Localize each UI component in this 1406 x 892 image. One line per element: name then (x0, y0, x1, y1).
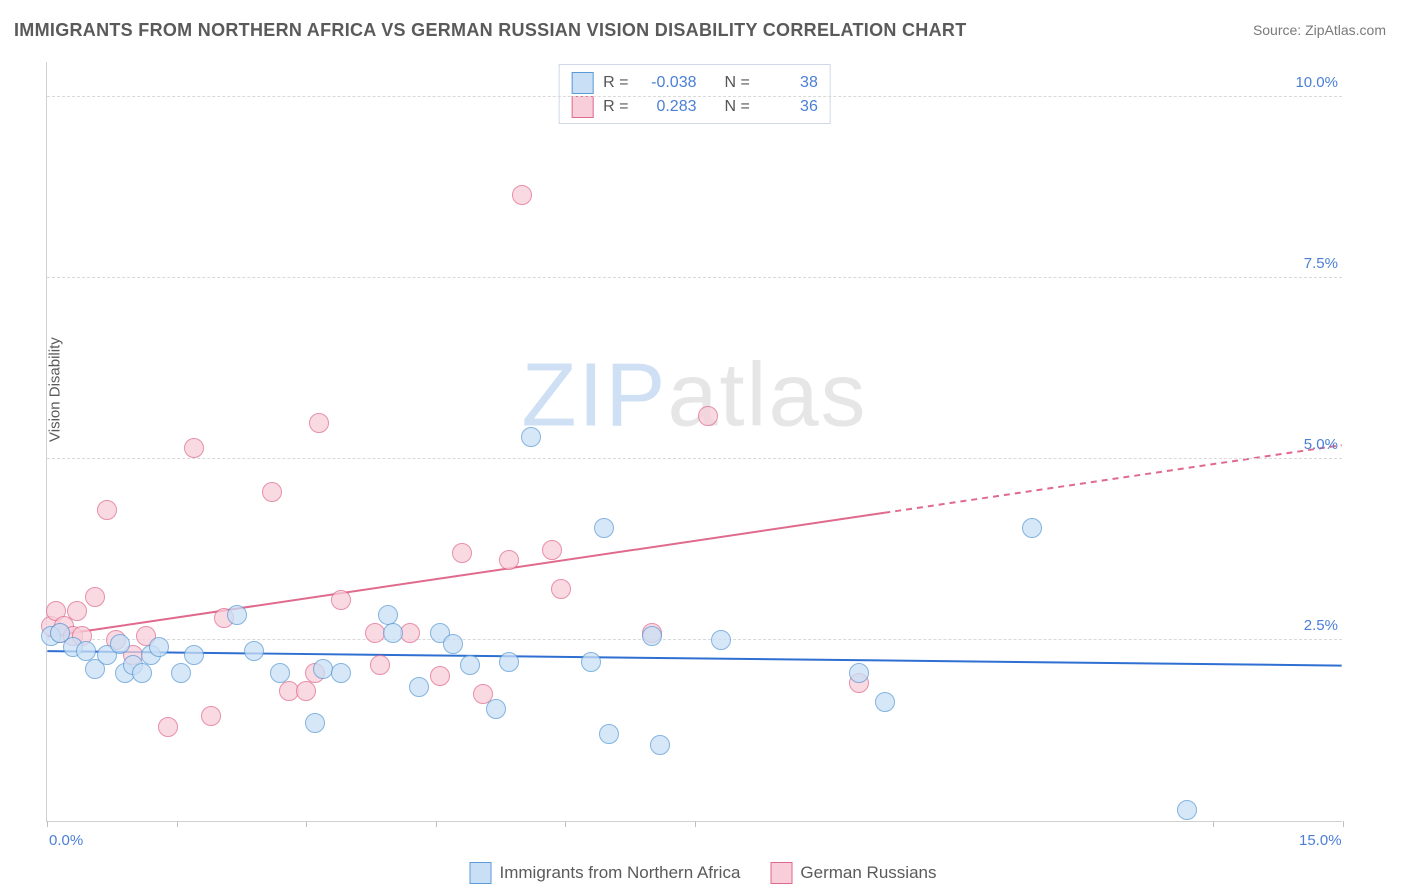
watermark-part-a: ZIP (521, 345, 667, 445)
scatter-point-blue (642, 626, 662, 646)
scatter-point-pink (85, 587, 105, 607)
scatter-point-pink (551, 579, 571, 599)
stat-n-blue: 38 (760, 71, 818, 95)
scatter-point-pink (309, 413, 329, 433)
x-tick-mark (306, 821, 307, 827)
stat-r-pink: 0.283 (639, 95, 697, 119)
scatter-point-blue (875, 692, 895, 712)
scatter-point-blue (76, 641, 96, 661)
swatch-blue (571, 72, 593, 94)
trend-line (47, 651, 1341, 665)
swatch-blue (470, 862, 492, 884)
scatter-point-blue (331, 663, 351, 683)
scatter-point-pink (542, 540, 562, 560)
scatter-point-pink (370, 655, 390, 675)
scatter-point-blue (110, 634, 130, 654)
watermark-part-b: atlas (667, 345, 867, 445)
trend-lines (47, 62, 1342, 821)
gridline (47, 458, 1342, 459)
scatter-point-blue (1022, 518, 1042, 538)
scatter-point-blue (184, 645, 204, 665)
legend-item-blue: Immigrants from Northern Africa (470, 862, 741, 884)
scatter-point-blue (599, 724, 619, 744)
scatter-point-blue (378, 605, 398, 625)
stats-legend: R = -0.038 N = 38 R = 0.283 N = 36 (558, 64, 831, 124)
scatter-point-pink (296, 681, 316, 701)
scatter-point-blue (227, 605, 247, 625)
gridline (47, 96, 1342, 97)
scatter-point-blue (521, 427, 541, 447)
scatter-point-blue (711, 630, 731, 650)
scatter-point-pink (201, 706, 221, 726)
swatch-pink (571, 96, 593, 118)
scatter-point-blue (383, 623, 403, 643)
source-value: ZipAtlas.com (1305, 22, 1386, 38)
scatter-point-pink (400, 623, 420, 643)
legend-item-pink: German Russians (770, 862, 936, 884)
scatter-point-blue (270, 663, 290, 683)
trend-line (884, 445, 1341, 513)
legend-label-blue: Immigrants from Northern Africa (500, 863, 741, 883)
gridline (47, 277, 1342, 278)
x-tick-mark (565, 821, 566, 827)
source-attribution: Source: ZipAtlas.com (1253, 22, 1386, 38)
scatter-point-pink (430, 666, 450, 686)
scatter-point-pink (262, 482, 282, 502)
stats-row-blue: R = -0.038 N = 38 (571, 71, 818, 95)
series-legend: Immigrants from Northern Africa German R… (470, 862, 937, 884)
x-tick-mark (1213, 821, 1214, 827)
stat-r-label: R = (603, 71, 628, 95)
scatter-point-blue (594, 518, 614, 538)
scatter-point-pink (331, 590, 351, 610)
scatter-point-pink (499, 550, 519, 570)
scatter-point-pink (67, 601, 87, 621)
legend-label-pink: German Russians (800, 863, 936, 883)
scatter-point-pink (512, 185, 532, 205)
scatter-point-blue (409, 677, 429, 697)
y-tick-label: 2.5% (1304, 617, 1338, 634)
chart-title: IMMIGRANTS FROM NORTHERN AFRICA VS GERMA… (14, 20, 967, 41)
scatter-point-blue (171, 663, 191, 683)
scatter-point-pink (97, 500, 117, 520)
x-tick-label: 0.0% (49, 832, 83, 849)
stat-r-label: R = (603, 95, 628, 119)
scatter-point-pink (698, 406, 718, 426)
x-tick-mark (177, 821, 178, 827)
y-tick-label: 10.0% (1295, 74, 1338, 91)
y-axis-label: Vision Disability (47, 337, 64, 442)
y-tick-label: 7.5% (1304, 255, 1338, 272)
stat-n-label: N = (725, 71, 750, 95)
scatter-point-blue (486, 699, 506, 719)
stat-n-pink: 36 (760, 95, 818, 119)
scatter-point-blue (244, 641, 264, 661)
scatter-point-blue (132, 663, 152, 683)
scatter-point-blue (460, 655, 480, 675)
source-label: Source: (1253, 22, 1301, 38)
x-tick-label: 15.0% (1299, 832, 1342, 849)
stat-r-blue: -0.038 (639, 71, 697, 95)
scatter-point-blue (149, 637, 169, 657)
trend-line (47, 513, 884, 637)
scatter-point-blue (1177, 800, 1197, 820)
x-tick-mark (695, 821, 696, 827)
x-tick-mark (47, 821, 48, 827)
scatter-point-blue (849, 663, 869, 683)
scatter-point-blue (650, 735, 670, 755)
scatter-point-blue (305, 713, 325, 733)
x-tick-mark (436, 821, 437, 827)
y-tick-label: 5.0% (1304, 436, 1338, 453)
scatter-point-blue (581, 652, 601, 672)
scatter-point-blue (499, 652, 519, 672)
scatter-point-pink (184, 438, 204, 458)
scatter-point-pink (158, 717, 178, 737)
stats-row-pink: R = 0.283 N = 36 (571, 95, 818, 119)
watermark: ZIPatlas (521, 344, 867, 447)
scatter-plot: Vision Disability ZIPatlas R = -0.038 N … (46, 62, 1342, 822)
x-tick-mark (1343, 821, 1344, 827)
swatch-pink (770, 862, 792, 884)
scatter-point-pink (452, 543, 472, 563)
stat-n-label: N = (725, 95, 750, 119)
scatter-point-blue (443, 634, 463, 654)
gridline (47, 639, 1342, 640)
